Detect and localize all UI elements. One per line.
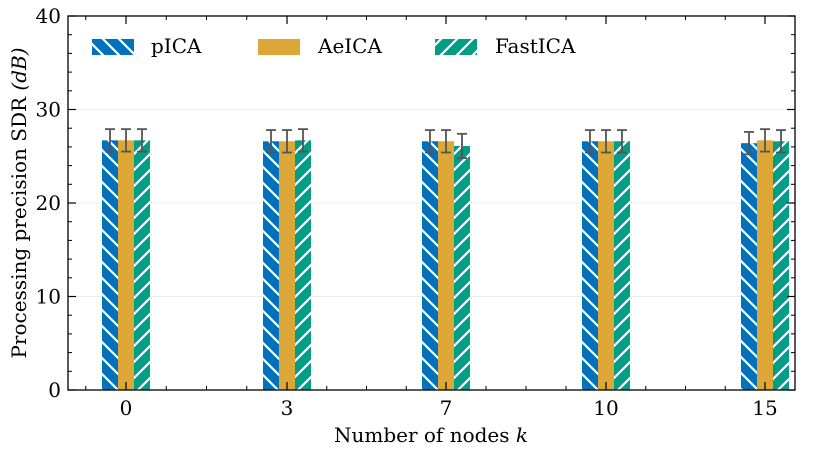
axis-ticks: 0 10 20 30 40 0 3 7 10 15 <box>36 4 795 420</box>
bar-hatch-fastica <box>454 145 470 390</box>
x-tick-label: 7 <box>440 396 453 420</box>
x-axis-label: Number of nodes k <box>334 423 528 447</box>
legend-label-aeica: AeICA <box>317 34 382 58</box>
error-bars <box>105 128 786 160</box>
bar-hatch-fastica <box>614 141 630 390</box>
legend-label-pica: pICA <box>151 34 202 58</box>
bar-hatch-pica <box>582 141 598 390</box>
x-tick-label: 15 <box>752 396 777 420</box>
bar-hatch-fastica <box>295 140 311 390</box>
bar-hatch-fastica <box>134 140 150 390</box>
legend-item-pica: pICA <box>92 34 202 58</box>
bar-aeica <box>118 140 134 390</box>
legend-item-aeica: AeICA <box>258 34 382 58</box>
y-axis-label: Processing precision SDR (dB) <box>7 47 31 358</box>
legend: pICA AeICA FastICA <box>92 34 576 58</box>
bar-hatch-pica <box>263 141 279 390</box>
legend-item-fastica: FastICA <box>435 34 576 58</box>
x-tick-label: 0 <box>120 396 133 420</box>
y-tick-label: 0 <box>48 378 61 402</box>
legend-swatch-aeica <box>258 39 300 55</box>
bar-hatch-pica <box>422 141 438 390</box>
y-tick-label: 20 <box>36 191 61 215</box>
bars <box>102 140 789 390</box>
bar-aeica <box>757 140 773 390</box>
bar-hatch-fastica <box>773 141 789 390</box>
y-tick-label: 40 <box>36 4 61 28</box>
bar-aeica <box>279 141 295 390</box>
bar-hatch-pica <box>102 140 118 390</box>
x-tick-label: 10 <box>593 396 618 420</box>
bar-aeica <box>438 141 454 390</box>
bar-hatch-pica <box>741 143 757 390</box>
bar-aeica <box>598 141 614 390</box>
y-tick-label: 10 <box>36 285 61 309</box>
y-tick-label: 30 <box>36 98 61 122</box>
legend-label-fastica: FastICA <box>495 34 576 58</box>
x-tick-label: 3 <box>281 396 294 420</box>
